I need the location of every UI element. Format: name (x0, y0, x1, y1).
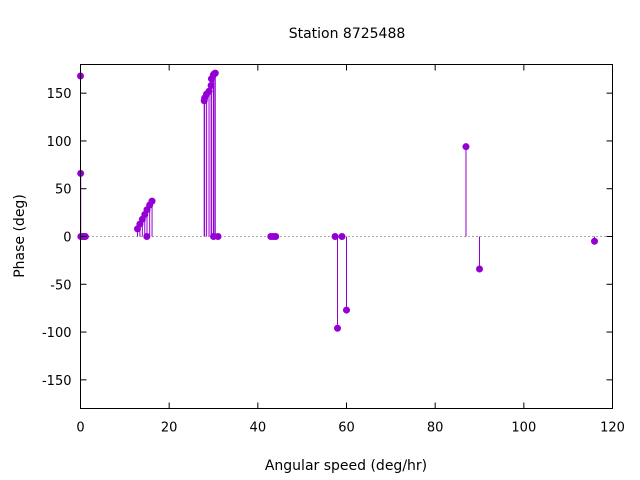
data-point (334, 324, 342, 332)
y-tick-label: 100 (47, 135, 72, 150)
impulse-lines (80, 73, 596, 329)
x-axis-ticks: 0 20 40 60 80 100 120 (76, 64, 625, 436)
y-tick-label: -50 (50, 278, 71, 293)
data-point (331, 233, 339, 240)
y-tick-label: 150 (47, 87, 72, 102)
data-point (272, 233, 280, 240)
x-axis-label: Angular speed (deg/hr) (265, 458, 427, 474)
y-axis-label: Phase (deg) (12, 194, 28, 278)
x-tick-label: 0 (76, 421, 84, 436)
x-tick-label: 40 (250, 421, 267, 436)
x-tick-label: 100 (511, 421, 536, 436)
y-tick-label: 50 (55, 183, 72, 198)
data-point (205, 87, 213, 95)
data-point (148, 197, 156, 205)
data-point (338, 233, 346, 240)
data-points (77, 69, 599, 332)
x-tick-label: 80 (427, 421, 444, 436)
x-tick-label: 120 (600, 421, 625, 436)
data-point (207, 82, 215, 90)
data-point (143, 233, 151, 240)
data-point (591, 237, 599, 245)
y-tick-label: -100 (42, 326, 72, 341)
chart-title: Station 8725488 (289, 26, 406, 42)
data-point (462, 143, 470, 151)
x-tick-label: 60 (338, 421, 355, 436)
data-point (476, 265, 483, 273)
data-point (214, 233, 222, 240)
y-axis-ticks: -150 -100 -50 0 50 100 150 (42, 87, 613, 389)
y-tick-label: -150 (42, 374, 72, 389)
x-tick-label: 20 (161, 421, 178, 436)
data-point (211, 69, 219, 77)
y-tick-label: 0 (63, 231, 71, 246)
data-point (343, 306, 350, 314)
